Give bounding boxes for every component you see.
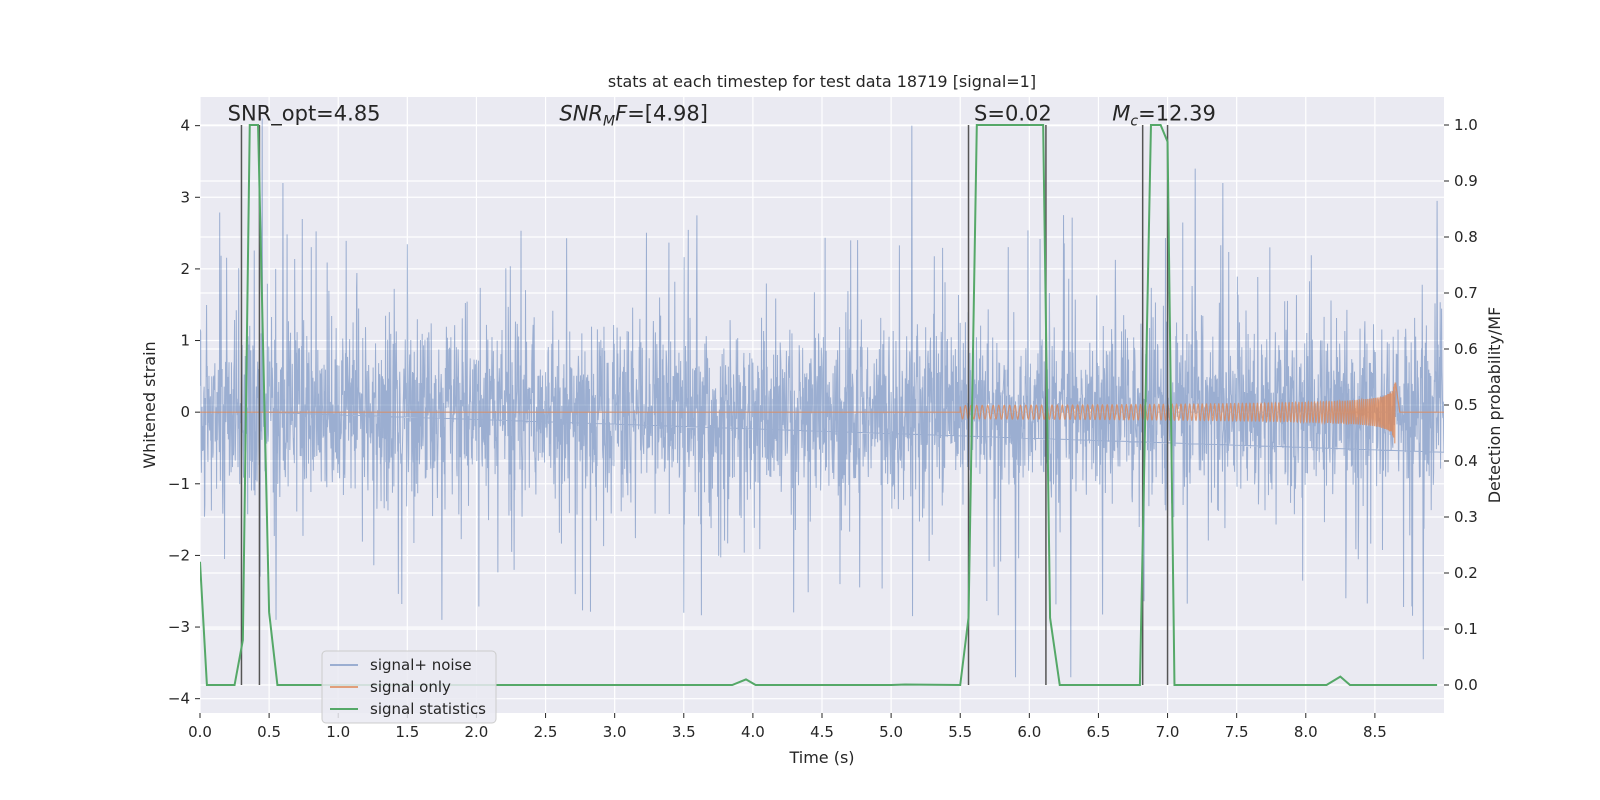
y-right-tick-label: 1.0 [1454,116,1478,134]
y-tick-label: −2 [168,546,190,564]
x-tick-label: 8.0 [1294,723,1318,741]
y-axis-right-label: Detection probability/MF [1485,307,1504,504]
x-tick-label: 3.0 [603,723,627,741]
y-right-tick-label: 0.6 [1454,340,1478,358]
x-tick-label: 5.0 [879,723,903,741]
y-tick-label: 3 [180,188,190,206]
y-right-tick-label: 0.9 [1454,172,1478,190]
y-right-tick-label: 0.4 [1454,452,1478,470]
x-tick-label: 1.0 [326,723,350,741]
y-right-tick-label: 0.7 [1454,284,1478,302]
y-tick-label: −4 [168,690,190,708]
x-tick-label: 2.0 [465,723,489,741]
x-tick-label: 4.0 [741,723,765,741]
x-tick-label: 3.5 [672,723,696,741]
x-tick-label: 2.5 [534,723,558,741]
legend-label: signal+ noise [370,656,472,674]
annotation-text: SNRMF=[4.98] [559,101,708,129]
y-tick-label: 0 [180,403,190,421]
y-right-tick-label: 0.5 [1454,396,1478,414]
series-signal-noise [200,118,1444,678]
y-axis-label: Whitened strain [140,341,159,468]
x-axis-label: Time (s) [788,748,854,767]
x-tick-label: 7.0 [1156,723,1180,741]
y-right-tick-label: 0.0 [1454,676,1478,694]
x-tick-label: 1.5 [395,723,419,741]
annotation-text: Mc=12.39 [1112,101,1216,129]
x-tick-label: 4.5 [810,723,834,741]
legend-box [321,650,497,724]
axes: 0.0 0.5 1.0 1.5 2.0 2.5 3.0 3.5 4.0 4.5 5.0 5.5 6.0 6… [168,116,1478,741]
y-tick-label: −1 [168,475,190,493]
x-tick-label: 8.5 [1363,723,1387,741]
x-tick-label: 6.5 [1087,723,1111,741]
annotation-text: S=0.02 [974,101,1052,125]
y-right-tick-label: 0.2 [1454,564,1478,582]
chart-title: stats at each timestep for test data 187… [608,72,1036,91]
y-tick-label: 2 [180,260,190,278]
data-layer [200,118,1444,687]
series-signal-statistics [200,124,1438,687]
annotation-text: SNR_opt=4.85 [228,101,381,126]
legend-label: signal statistics [370,700,486,718]
legend-label: signal only [370,678,451,696]
y-right-tick-label: 0.8 [1454,228,1478,246]
y-right-tick-label: 0.1 [1454,620,1478,638]
y-tick-label: 1 [180,332,190,350]
x-tick-label: 0.5 [257,723,281,741]
y-right-tick-label: 0.3 [1454,508,1478,526]
series-signal-only [200,382,1444,444]
x-tick-label: 6.0 [1017,723,1041,741]
y-tick-label: 4 [180,117,190,135]
y-tick-label: −3 [168,618,190,636]
annotations: SNR_opt=4.85 SNRMF=[4.98] S=0.02 Mc=12.39 [228,101,1216,129]
x-tick-label: 7.5 [1225,723,1249,741]
legend: signal+ noise signal only signal statistic… [321,650,497,724]
x-tick-label: 0.0 [188,723,212,741]
x-tick-label: 5.5 [948,723,972,741]
